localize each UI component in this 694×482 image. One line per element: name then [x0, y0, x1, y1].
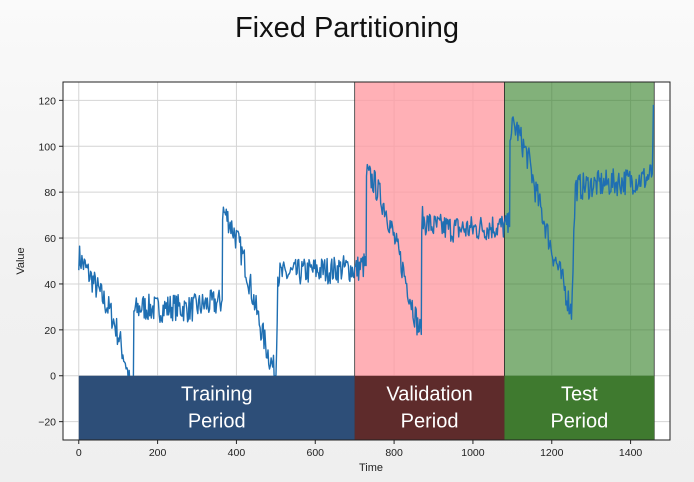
training-label-line2: Period [188, 411, 246, 433]
test-label-line2: Period [550, 411, 608, 433]
validation-label-line2: Period [401, 411, 459, 433]
y-tick-label: 60 [44, 233, 56, 245]
x-axis-ticks: 0 200 400 600 800 1000 1200 1400 [76, 440, 643, 459]
test-label-line1: Test [561, 384, 598, 406]
test-label-box [504, 375, 655, 440]
x-axis-label: Time [359, 462, 383, 474]
slide-title: Fixed Partitioning [234, 12, 460, 44]
y-tick-label: −20 [38, 417, 56, 429]
y-axis-ticks: −20 0 20 40 60 80 100 120 [38, 95, 63, 429]
y-axis-label: Value [15, 247, 27, 274]
x-tick-label: 800 [385, 447, 403, 459]
x-tick-label: 0 [76, 447, 82, 459]
validation-label-box [354, 375, 505, 440]
validation-label-line1: Validation [386, 384, 472, 406]
x-tick-label: 1200 [540, 447, 564, 459]
y-tick-label: 80 [44, 187, 56, 199]
plot-frame [62, 81, 671, 441]
y-tick-label: 40 [44, 279, 56, 291]
y-tick-label: 20 [44, 325, 56, 337]
training-label-box [78, 375, 355, 440]
x-tick-label: 600 [306, 447, 324, 459]
training-label-line1: Training [181, 384, 253, 406]
y-tick-label: 0 [50, 371, 56, 383]
series-line [78, 104, 655, 404]
partition-label-boxes: Training Period Validation Period Test P… [78, 375, 655, 440]
x-tick-label: 400 [228, 447, 246, 459]
x-tick-label: 200 [149, 447, 167, 459]
x-tick-label: 1400 [619, 447, 643, 459]
y-tick-label: 120 [38, 95, 56, 107]
y-tick-label: 100 [38, 141, 56, 153]
x-tick-label: 1000 [461, 447, 485, 459]
